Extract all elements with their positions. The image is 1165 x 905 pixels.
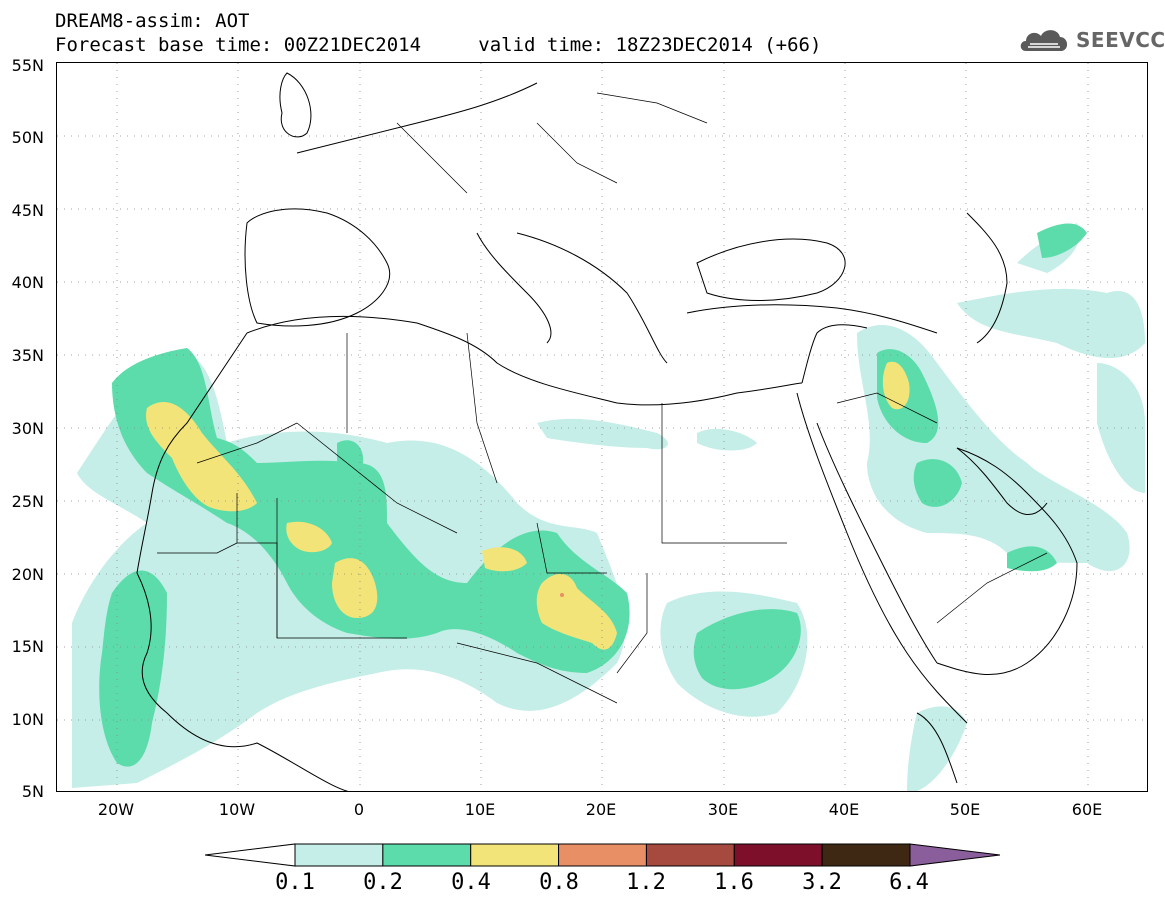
lon-label: 30E <box>707 800 739 819</box>
aot-peak <box>560 593 564 597</box>
lat-label: 40N <box>11 273 44 292</box>
lat-label: 30N <box>11 419 44 438</box>
colorbar-cell <box>382 843 472 867</box>
lat-label: 50N <box>11 128 44 147</box>
latitude-axis: 55N 50N 45N 40N 35N 30N 25N 20N 15N 10N … <box>0 0 56 905</box>
time-info: Forecast base time: 00Z21DEC2014 valid t… <box>55 34 821 56</box>
coastlines <box>136 72 1078 791</box>
lat-label: 45N <box>11 201 44 220</box>
colorbar-label: 0.4 <box>451 870 491 895</box>
borders <box>157 92 1048 704</box>
colorbar-label: 3.2 <box>802 870 842 895</box>
lon-label: 20E <box>585 800 617 819</box>
lat-label: 35N <box>11 346 44 365</box>
lon-label: 50E <box>949 800 981 819</box>
valid-time: valid time: 18Z23DEC2014 (+66) <box>478 34 822 56</box>
colorbar-cell <box>645 843 735 867</box>
colorbar-cell <box>470 843 560 867</box>
graticule <box>57 63 1147 791</box>
aot-level-3 <box>146 361 910 650</box>
lon-label: 10E <box>464 800 496 819</box>
colorbar-over-triangle <box>909 843 1000 867</box>
colorbar-label: 6.4 <box>889 870 929 895</box>
colorbar-label: 1.6 <box>714 870 754 895</box>
lat-label: 55N <box>11 56 44 75</box>
colorbar-cell <box>294 843 384 867</box>
lon-label: 60E <box>1071 800 1103 819</box>
lat-label: 20N <box>11 565 44 584</box>
colorbar-label: 0.8 <box>539 870 579 895</box>
lat-label: 15N <box>11 637 44 656</box>
colorbar-under-triangle <box>205 843 296 867</box>
colorbar-label: 0.1 <box>275 870 315 895</box>
colorbar-cell <box>558 843 647 867</box>
seevccc-logo: SEEVCCC <box>1018 24 1165 56</box>
lat-label: 5N <box>21 782 44 801</box>
lon-label: 40E <box>828 800 860 819</box>
colorbar-cell <box>733 843 823 867</box>
colorbar <box>205 843 1000 867</box>
lon-label: 0 <box>353 800 365 819</box>
chart-title: DREAM8-assim: AOT <box>55 10 250 32</box>
lat-label: 10N <box>11 710 44 729</box>
lon-label: 10W <box>218 800 256 819</box>
lon-label: 20W <box>97 800 135 819</box>
base-time: Forecast base time: 00Z21DEC2014 <box>55 34 422 56</box>
colorbar-label: 0.2 <box>363 870 403 895</box>
colorbar-label: 1.2 <box>626 870 666 895</box>
cloud-icon <box>1020 30 1068 51</box>
lat-label: 25N <box>11 492 44 511</box>
colorbar-cell <box>821 843 911 867</box>
logo-text: SEEVCCC <box>1076 28 1165 52</box>
map-panel <box>56 62 1148 792</box>
map-svg <box>57 63 1147 791</box>
